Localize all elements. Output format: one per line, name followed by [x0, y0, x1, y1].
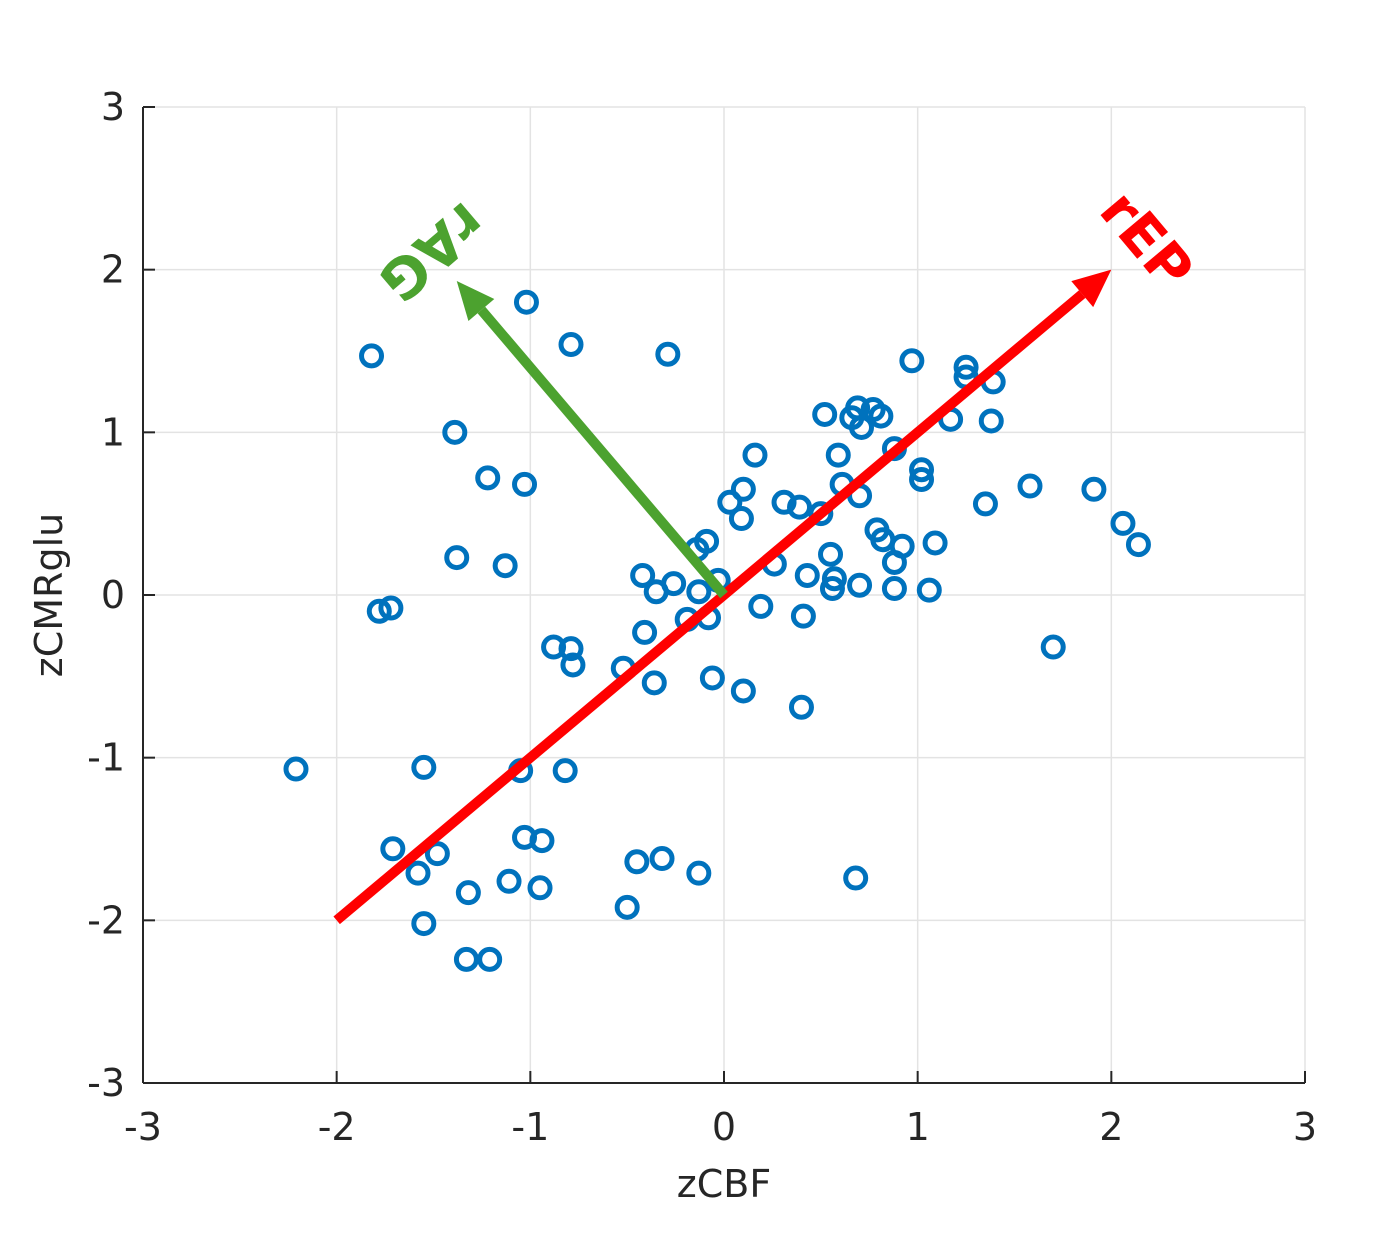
- x-tick-label: -3: [124, 1105, 162, 1149]
- data-point: [411, 754, 437, 780]
- data-point: [790, 603, 816, 629]
- data-point: [899, 348, 925, 374]
- arrow-head: [1071, 269, 1112, 308]
- data-point: [868, 403, 894, 429]
- y-tick-label: 2: [101, 248, 125, 292]
- data-point: [632, 619, 658, 645]
- data-point: [492, 553, 518, 579]
- data-point: [655, 341, 681, 367]
- data-point: [909, 467, 935, 493]
- x-tick-label: 0: [712, 1105, 736, 1149]
- data-point: [953, 354, 979, 380]
- data-point: [825, 442, 851, 468]
- data-point: [849, 414, 875, 440]
- data-point: [444, 545, 470, 571]
- data-point: [909, 457, 935, 483]
- data-point: [1081, 476, 1107, 502]
- axes: [142, 106, 1306, 1084]
- data-point: [730, 678, 756, 704]
- y-tick-label: -1: [87, 736, 125, 780]
- data-point: [424, 841, 450, 867]
- data-point: [748, 593, 774, 619]
- data-point: [475, 465, 501, 491]
- data-point: [405, 860, 431, 886]
- data-point: [787, 494, 813, 520]
- data-point: [843, 865, 869, 891]
- data-point: [661, 571, 687, 597]
- data-point: [512, 471, 538, 497]
- tick-labels: -3 -2 -1 0 1 2 3 -3 -2 -1 0 1 2 3: [87, 85, 1317, 1149]
- data-point: [529, 828, 555, 854]
- data-point: [972, 491, 998, 517]
- y-tick-label: 1: [101, 410, 125, 454]
- y-axis-label: zCMRglu: [27, 513, 71, 677]
- data-point: [560, 652, 586, 678]
- data-point: [788, 694, 814, 720]
- data-point: [686, 860, 712, 886]
- data-point: [378, 595, 404, 621]
- data-point: [283, 756, 309, 782]
- data-point: [794, 562, 820, 588]
- data-point: [694, 528, 720, 554]
- data-point: [442, 419, 468, 445]
- data-point: [552, 758, 578, 784]
- data-point: [630, 562, 656, 588]
- data-point: [513, 289, 539, 315]
- data-point: [730, 476, 756, 502]
- data-point: [366, 598, 392, 624]
- data-point: [808, 501, 834, 527]
- data-point: [916, 577, 942, 603]
- arrow-shaft: [333, 290, 1086, 925]
- data-point: [717, 489, 743, 515]
- data-point: [1110, 510, 1136, 536]
- data-point: [818, 541, 844, 567]
- data-point: [641, 670, 667, 696]
- data-point: [558, 331, 584, 357]
- data-point: [359, 343, 385, 369]
- data-point: [819, 575, 845, 601]
- y-tick-label: -3: [87, 1061, 125, 1105]
- data-point: [477, 946, 503, 972]
- data-point: [614, 894, 640, 920]
- data-point: [699, 665, 725, 691]
- data-point: [527, 875, 553, 901]
- x-tick-label: 1: [906, 1105, 930, 1149]
- data-point: [1040, 634, 1066, 660]
- data-point: [889, 533, 915, 559]
- data-point: [742, 442, 768, 468]
- x-tick-label: -2: [318, 1105, 356, 1149]
- y-tick-label: -2: [87, 898, 125, 942]
- data-point: [728, 506, 754, 532]
- x-axis-label: zCBF: [677, 1162, 771, 1206]
- y-tick-label: 3: [101, 85, 125, 129]
- data-point: [922, 530, 948, 556]
- data-point: [686, 579, 712, 605]
- data-point: [847, 572, 873, 598]
- x-tick-label: 2: [1099, 1105, 1123, 1149]
- x-tick-label: -1: [511, 1105, 549, 1149]
- arrow-head: [456, 281, 495, 322]
- y-tick-label: 0: [101, 573, 125, 617]
- data-point: [496, 868, 522, 894]
- data-point: [821, 566, 847, 592]
- data-point: [812, 401, 838, 427]
- data-point: [411, 911, 437, 937]
- data-point: [649, 846, 675, 872]
- data-point: [978, 408, 1004, 434]
- x-tick-label: 3: [1293, 1105, 1317, 1149]
- data-point: [881, 575, 907, 601]
- data-point: [455, 880, 481, 906]
- data-point: [1125, 532, 1151, 558]
- data-point: [771, 489, 797, 515]
- arrow-shaft: [477, 306, 728, 599]
- data-point: [380, 836, 406, 862]
- data-point: [624, 849, 650, 875]
- data-point: [1017, 473, 1043, 499]
- data-point: [453, 946, 479, 972]
- data-point: [558, 636, 584, 662]
